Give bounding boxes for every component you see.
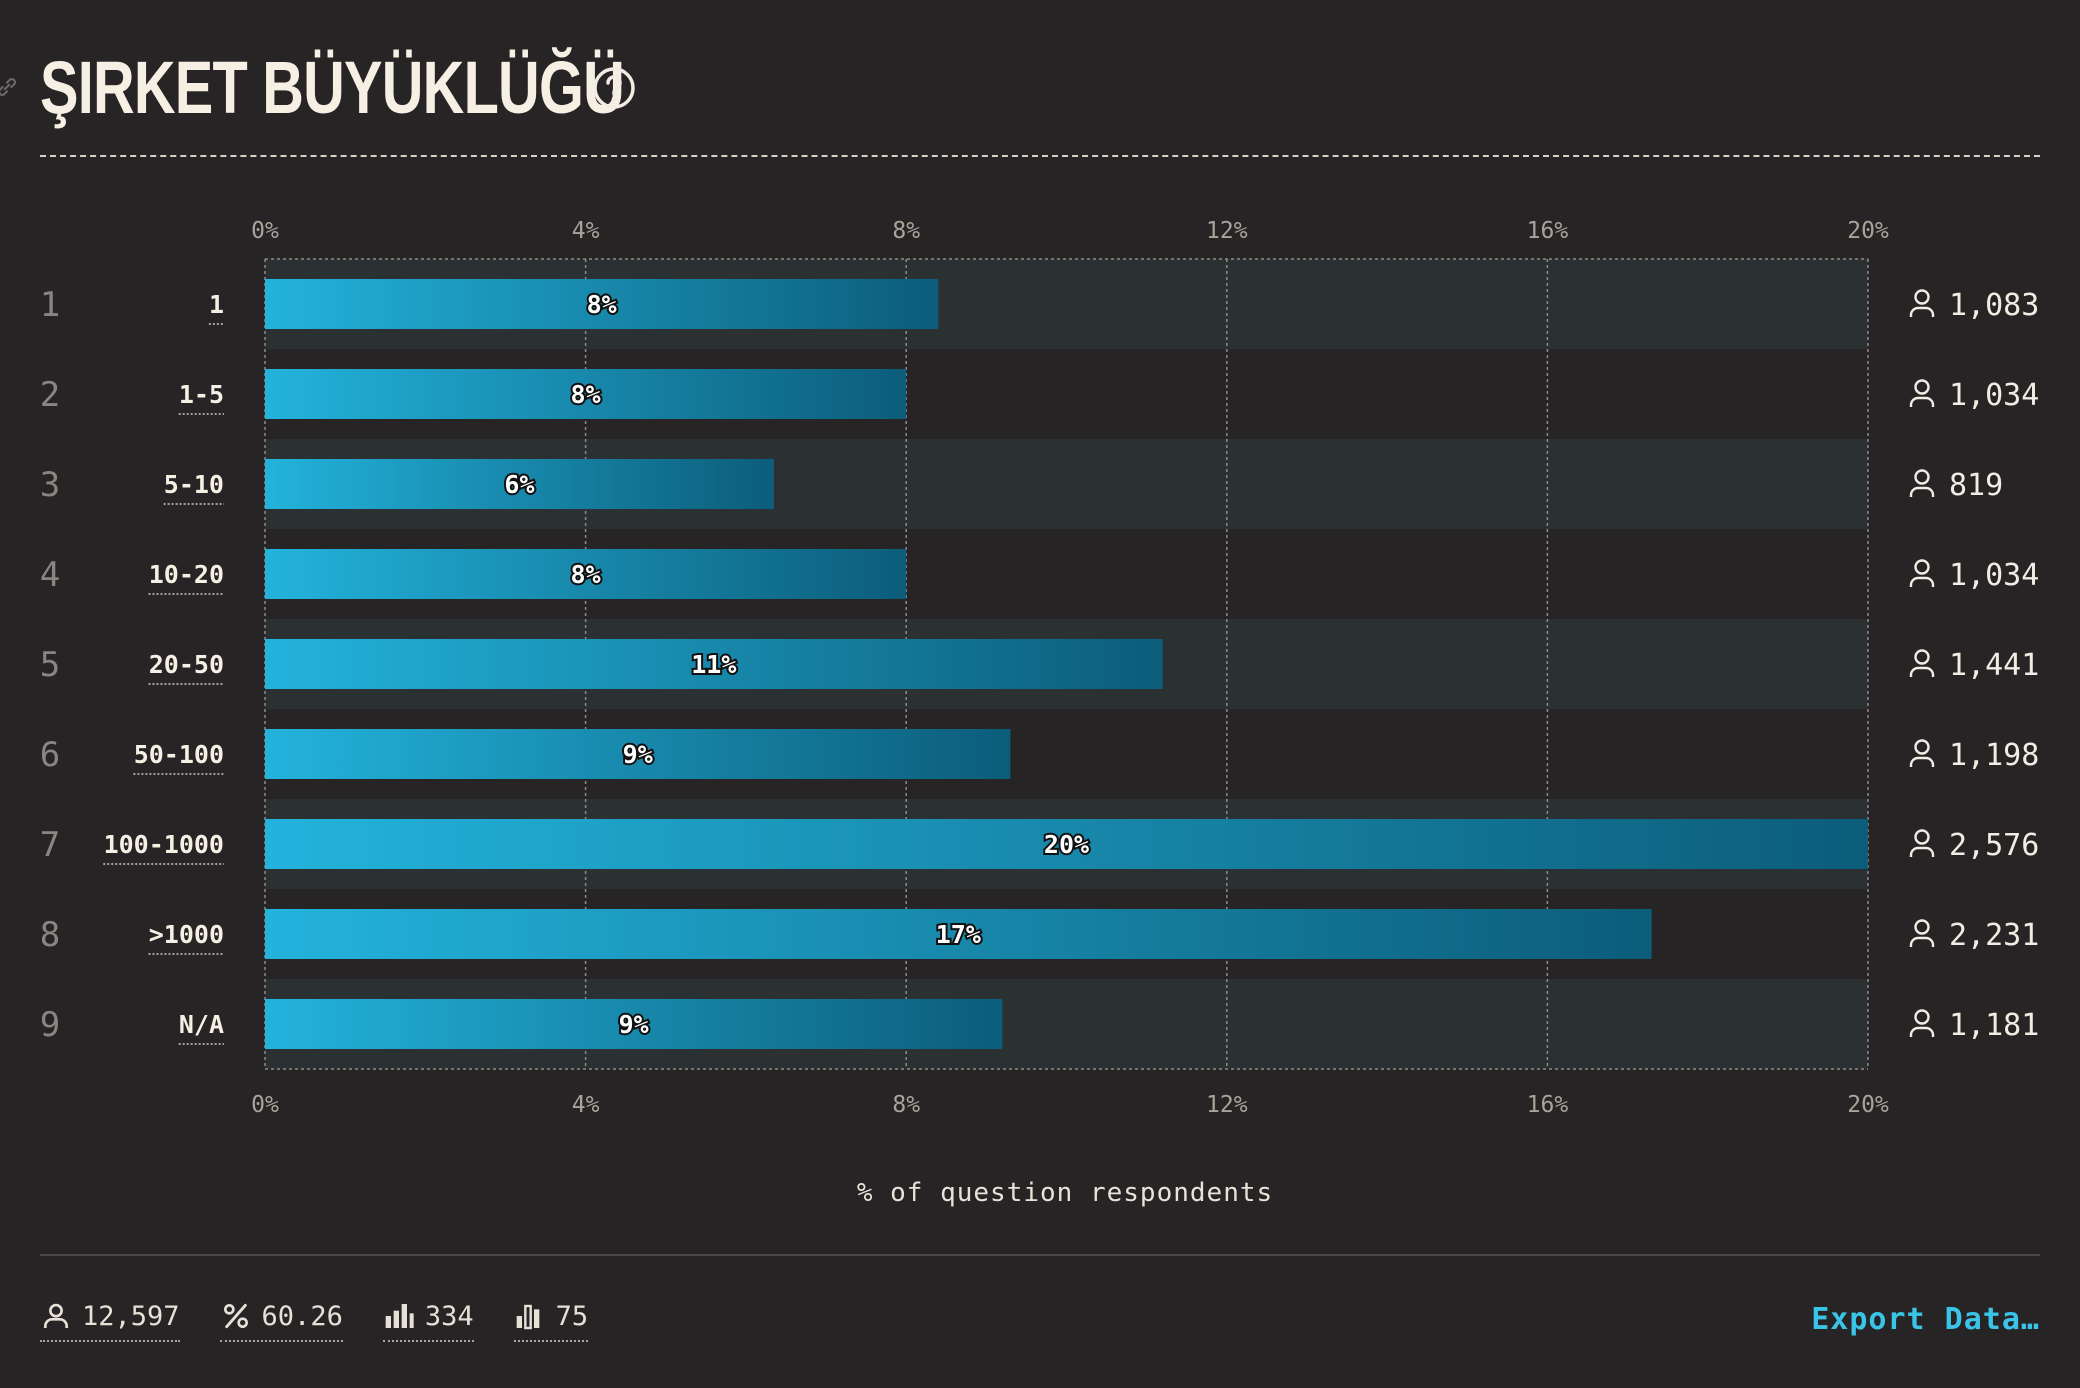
help-icon[interactable]: [590, 64, 638, 112]
respondent-count: 1,181: [1949, 1008, 2039, 1043]
bar: [265, 909, 1652, 959]
respondents-count: 12,597: [82, 1300, 180, 1332]
row-number: 4: [40, 555, 60, 595]
page-title: ŞIRKET BÜYÜKLÜĞÜ: [40, 46, 625, 129]
x-tick-label-top: 4%: [572, 218, 600, 244]
link-icon[interactable]: [0, 74, 20, 100]
x-tick-label-top: 8%: [892, 218, 920, 244]
bar: [265, 729, 1011, 779]
x-tick-label-top: 0%: [251, 218, 279, 244]
category-label: 1-5: [179, 380, 224, 409]
category-label: 100-1000: [104, 830, 224, 859]
percent-value: 60.26: [261, 1300, 343, 1332]
bar-value-label: 17%: [936, 920, 981, 949]
x-tick-label-top: 16%: [1527, 218, 1569, 244]
respondent-count: 2,231: [1949, 918, 2039, 953]
category-label: 50-100: [134, 740, 224, 769]
row-number: 9: [40, 1005, 60, 1045]
bar-value-label: 11%: [691, 650, 736, 679]
stat-b[interactable]: 75: [513, 1300, 589, 1342]
respondent-count: 1,034: [1949, 378, 2039, 413]
bar-value-label: 8%: [587, 290, 617, 319]
user-icon: [1909, 649, 1935, 677]
category-label: N/A: [179, 1010, 224, 1039]
user-icon: [1909, 919, 1935, 947]
bar-value-label: 8%: [571, 560, 601, 589]
row-number: 1: [40, 285, 60, 325]
bar: [265, 819, 1868, 869]
user-icon: [1909, 469, 1935, 497]
bar-chart-icon: [385, 1304, 414, 1328]
respondent-count: 2,576: [1949, 828, 2039, 863]
bar-value-label: 9%: [619, 1010, 649, 1039]
user-icon: [1909, 1009, 1935, 1037]
bar: [265, 999, 1003, 1049]
category-label: 10-20: [149, 560, 224, 589]
category-label: 5-10: [164, 470, 224, 499]
x-axis-label: % of question respondents: [856, 1178, 1274, 1208]
respondent-count: 1,198: [1949, 738, 2039, 773]
title-divider: [40, 155, 2040, 157]
user-icon: [1909, 379, 1935, 407]
user-icon: [1909, 829, 1935, 857]
category-label: >1000: [149, 920, 224, 949]
x-tick-label-bottom: 20%: [1847, 1092, 1889, 1118]
bar-chart-outline-icon: [516, 1304, 539, 1330]
respondent-count: 1,441: [1949, 648, 2039, 683]
export-data-link[interactable]: Export Data…: [1811, 1302, 2040, 1337]
respondents-stat[interactable]: 12,597: [40, 1300, 180, 1342]
stat-a[interactable]: 334: [382, 1300, 474, 1342]
footer-divider: [40, 1254, 2040, 1256]
bar: [265, 549, 907, 599]
bar: [265, 279, 939, 329]
x-tick-label-bottom: 4%: [572, 1092, 600, 1118]
percent-icon: [223, 1303, 248, 1329]
category-label: 20-50: [149, 650, 224, 679]
x-tick-label-bottom: 0%: [251, 1092, 279, 1118]
respondent-count: 1,034: [1949, 558, 2039, 593]
row-number: 6: [40, 735, 60, 775]
row-number: 7: [40, 825, 60, 865]
bar-value-label: 8%: [571, 380, 601, 409]
bar: [265, 639, 1163, 689]
x-tick-label-bottom: 8%: [892, 1092, 920, 1118]
user-icon: [1909, 289, 1935, 317]
respondent-count: 1,083: [1949, 288, 2039, 323]
footer-stats: 12,597 60.26 334 75: [40, 1300, 589, 1342]
user-icon: [1909, 739, 1935, 767]
user-icon: [1909, 559, 1935, 587]
row-number: 5: [40, 645, 60, 685]
x-tick-label-top: 12%: [1206, 218, 1248, 244]
bar: [265, 459, 774, 509]
user-icon: [44, 1303, 68, 1328]
stat-a-value: 334: [424, 1300, 474, 1332]
bar-value-label: 6%: [504, 470, 534, 499]
bar: [265, 369, 907, 419]
bar-value-label: 20%: [1044, 830, 1089, 859]
x-tick-label-bottom: 16%: [1527, 1092, 1569, 1118]
stat-b-value: 75: [555, 1300, 589, 1332]
percent-stat[interactable]: 60.26: [219, 1300, 343, 1342]
row-number: 3: [40, 465, 60, 505]
row-number: 2: [40, 375, 60, 415]
category-label: 1: [209, 290, 224, 319]
bar-value-label: 9%: [623, 740, 653, 769]
row-number: 8: [40, 915, 60, 955]
bar-chart: 0% 0% 4% 4% 8% 8% 12% 12% 16% 16% 20% 20% 8% 1 1 1,083 8…: [40, 218, 2040, 1118]
respondent-count: 819: [1949, 468, 2003, 503]
x-tick-label-top: 20%: [1847, 218, 1889, 244]
x-tick-label-bottom: 12%: [1206, 1092, 1248, 1118]
